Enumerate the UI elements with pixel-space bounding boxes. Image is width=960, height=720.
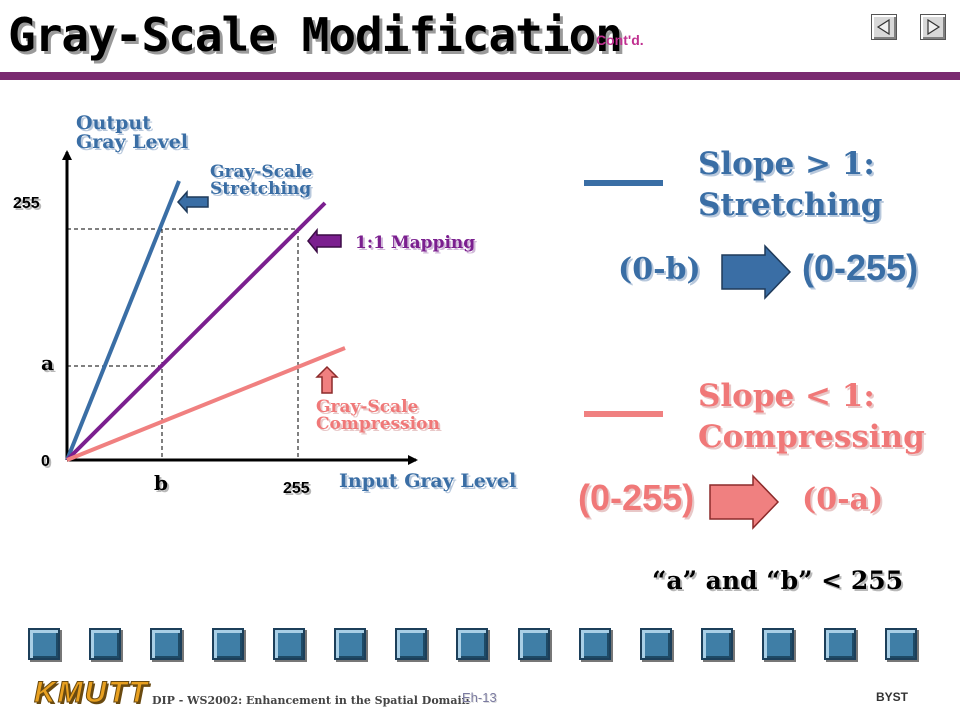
decorative-square	[150, 628, 182, 660]
origin-label: 0	[41, 453, 50, 470]
stretch-to-range: (0-255)	[802, 247, 919, 288]
compress-slope-text: Slope < 1:	[698, 378, 875, 414]
constraint-note: “a” and “b” < 255	[652, 566, 904, 595]
decorative-square	[273, 628, 305, 660]
decorative-square	[885, 628, 917, 660]
title-suffix: Cont'd.	[596, 32, 644, 48]
stretch-line	[65, 180, 181, 461]
y-tick-255: 255	[13, 195, 40, 212]
compress-mapping-arrow	[709, 474, 780, 530]
stretch-name-text: Stretching	[698, 187, 883, 223]
stretch-slope-text: Slope > 1:	[698, 146, 875, 182]
y-tick-a: a	[41, 351, 54, 375]
slide-title: Gray-Scale Modification	[8, 8, 623, 62]
identity-line	[65, 201, 327, 462]
decorative-square	[701, 628, 733, 660]
y-axis-label: Output Gray Level	[76, 112, 188, 153]
decorative-square	[89, 628, 121, 660]
arrow-right-icon[interactable]	[920, 14, 946, 40]
title-divider	[0, 72, 960, 80]
x-axis-label: Input Gray Level	[339, 470, 517, 492]
compress-label: Gray-Scale Compression	[316, 397, 440, 434]
decorative-square	[456, 628, 488, 660]
compress-line	[66, 346, 346, 462]
compress-to-range: (0-a)	[802, 482, 884, 517]
x-tick-b: b	[154, 471, 168, 495]
x-tick-255: 255	[283, 480, 310, 497]
decorative-square	[395, 628, 427, 660]
stretch-label: Gray-Scale Stretching	[210, 162, 313, 199]
decorative-square	[762, 628, 794, 660]
course-footer: DIP - WS2002: Enhancement in the Spatial…	[152, 694, 470, 707]
compress-pointer-arrow	[315, 365, 339, 394]
compress-name-text: Compressing	[698, 419, 925, 455]
stretch-mapping-arrow	[721, 244, 792, 300]
decorative-square	[640, 628, 672, 660]
author-footer: BYST	[876, 690, 909, 704]
kmutt-logo: KMUTT	[34, 676, 149, 710]
decorative-square	[579, 628, 611, 660]
arrow-left-icon[interactable]	[871, 14, 897, 40]
decorative-square	[824, 628, 856, 660]
decorative-square	[28, 628, 60, 660]
stretch-from-range: (0-b)	[618, 252, 701, 287]
decorative-square	[518, 628, 550, 660]
mapping-label: 1:1 Mapping	[355, 233, 476, 253]
compress-from-range: (0-255)	[578, 477, 695, 518]
stretch-pointer-arrow	[176, 190, 209, 214]
decorative-square	[212, 628, 244, 660]
page-number: Eh-13	[462, 690, 497, 705]
decorative-square	[334, 628, 366, 660]
mapping-pointer-arrow	[307, 227, 342, 255]
